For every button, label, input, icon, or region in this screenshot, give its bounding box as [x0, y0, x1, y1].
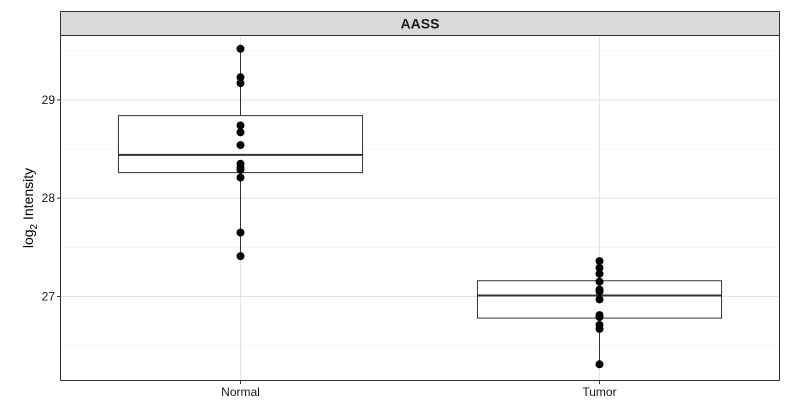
facet-strip: [60, 11, 780, 36]
data-point: [236, 79, 245, 88]
y-axis: 27 28 29: [42, 93, 61, 303]
data-point: [595, 269, 604, 278]
y-axis-title-main: log: [20, 229, 36, 248]
data-point: [236, 73, 245, 82]
y-tick-label: 28: [42, 191, 56, 205]
data-point: [236, 44, 245, 53]
data-point: [236, 252, 245, 261]
data-point: [236, 128, 245, 137]
data-point: [236, 141, 245, 150]
data-point: [595, 263, 604, 272]
data-points: [236, 44, 604, 369]
y-axis-title: log2 Intensity: [20, 168, 40, 248]
panel-border: [60, 35, 780, 381]
data-point: [595, 295, 604, 304]
data-point: [595, 257, 604, 266]
data-point: [236, 165, 245, 174]
y-axis-title-subscript: 2: [29, 223, 40, 229]
data-point: [595, 360, 604, 369]
data-point: [236, 121, 245, 130]
gridlines: [61, 36, 779, 380]
data-point: [595, 277, 604, 286]
data-point: [236, 173, 245, 182]
y-tick-label: 27: [42, 289, 56, 303]
y-axis-title-rest: Intensity: [20, 168, 36, 224]
data-point: [595, 287, 604, 296]
y-tick-label: 29: [42, 93, 56, 107]
data-point: [595, 313, 604, 322]
data-point: [236, 228, 245, 237]
facet-title: AASS: [401, 16, 440, 32]
plot-panel: [60, 35, 780, 381]
x-tick-label: Normal: [221, 385, 260, 399]
data-point: [595, 324, 604, 333]
x-axis: Normal Tumor: [221, 380, 617, 399]
x-tick-label: Tumor: [582, 385, 616, 399]
